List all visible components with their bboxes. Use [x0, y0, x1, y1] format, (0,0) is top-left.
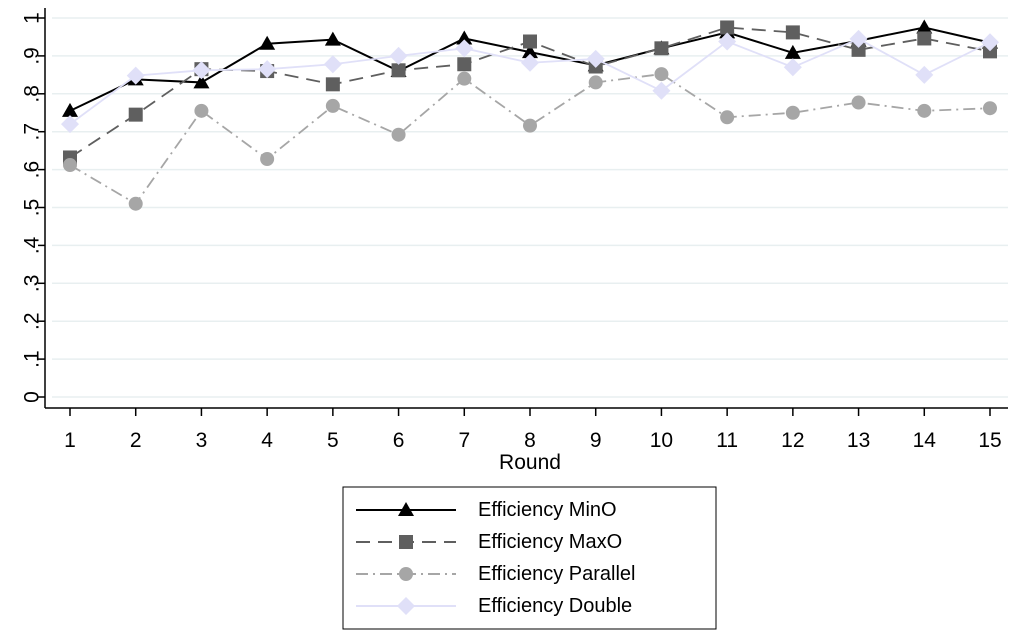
- y-tick-label: .4: [21, 236, 44, 254]
- marker-circle: [325, 98, 340, 113]
- marker-square: [851, 42, 866, 57]
- marker-triangle: [324, 31, 341, 46]
- y-tick-label: .6: [21, 161, 44, 179]
- legend: Efficiency MinO Efficiency MaxO Efficiency…: [342, 486, 717, 630]
- marker-circle: [983, 101, 997, 116]
- x-tick-label: 5: [327, 429, 339, 452]
- y-tick-label: .7: [21, 123, 44, 141]
- marker-diamond: [323, 55, 342, 74]
- x-tick-label: 2: [130, 429, 142, 452]
- marker-circle: [391, 127, 406, 142]
- series-lines: [61, 19, 999, 211]
- marker-circle: [785, 105, 800, 120]
- marker-square: [457, 57, 472, 72]
- marker-square: [325, 77, 340, 92]
- legend-label: Efficiency MinO: [478, 499, 617, 521]
- legend-label: Efficiency Double: [478, 595, 632, 617]
- series-efficiency-double: [61, 29, 999, 134]
- marker-triangle: [522, 44, 538, 59]
- x-tick-label: 7: [458, 429, 470, 452]
- marker-circle: [194, 103, 209, 118]
- marker-square: [399, 535, 413, 549]
- marker-circle: [851, 95, 866, 110]
- marker-circle: [63, 158, 77, 173]
- x-tick-label: 6: [393, 429, 405, 452]
- legend-label: Efficiency MaxO: [478, 531, 622, 553]
- marker-diamond: [783, 58, 802, 77]
- marker-triangle: [193, 74, 210, 89]
- marker-triangle: [259, 35, 276, 50]
- marker-square: [983, 44, 997, 59]
- marker-square: [720, 20, 735, 35]
- marker-circle: [588, 75, 603, 90]
- x-tick-label: 14: [913, 429, 937, 452]
- marker-square: [391, 63, 406, 78]
- marker-triangle: [784, 44, 801, 59]
- x-tick-label: 1: [64, 429, 76, 452]
- x-tick-label: 9: [590, 429, 602, 452]
- marker-circle: [654, 67, 669, 82]
- x-axis-title: Round: [499, 451, 561, 474]
- y-tick-label: 0: [21, 391, 44, 403]
- marker-diamond: [61, 115, 79, 134]
- marker-diamond: [586, 49, 605, 68]
- marker-square: [917, 31, 932, 46]
- x-tick-label: 10: [650, 429, 673, 452]
- y-tick-label: .1: [21, 350, 44, 368]
- marker-diamond: [652, 81, 671, 100]
- marker-circle: [457, 71, 472, 86]
- x-tick-label: 15: [978, 429, 1001, 452]
- marker-circle: [523, 118, 537, 133]
- marker-circle: [399, 567, 413, 581]
- x-tick-label: 8: [524, 429, 536, 452]
- x-tick-label: 13: [847, 429, 870, 452]
- marker-diamond: [389, 46, 408, 65]
- marker-circle: [260, 151, 275, 166]
- marker-diamond: [258, 60, 277, 79]
- marker-diamond: [455, 39, 474, 58]
- marker-circle: [917, 103, 932, 118]
- x-tick-label: 4: [261, 429, 273, 452]
- marker-diamond: [397, 597, 415, 615]
- y-tick-label: 1: [21, 12, 44, 24]
- marker-diamond: [521, 53, 539, 72]
- y-tick-label: .5: [21, 199, 44, 217]
- y-tick-label: .9: [21, 47, 44, 65]
- x-tick-label: 11: [716, 429, 738, 452]
- marker-diamond: [192, 61, 211, 80]
- marker-diamond: [915, 65, 934, 84]
- marker-circle: [128, 196, 143, 211]
- marker-diamond: [126, 66, 145, 85]
- marker-square: [128, 107, 143, 122]
- gridlines: [52, 17, 1008, 398]
- marker-square: [654, 41, 669, 56]
- marker-circle: [720, 110, 735, 125]
- marker-diamond: [981, 33, 999, 52]
- marker-square: [523, 34, 537, 49]
- x-tick-label: 12: [781, 429, 804, 452]
- legend-label: Efficiency Parallel: [478, 563, 635, 585]
- y-tick-label: .8: [21, 85, 44, 103]
- marker-triangle: [62, 102, 78, 117]
- marker-triangle: [398, 502, 414, 516]
- marker-diamond: [718, 32, 737, 51]
- marker-triangle: [456, 30, 473, 45]
- axes: 0.1.2.3.4.5.6.7.8.911 2 3 4 5 6 7 8 9 10 11 12 13 14 1…: [21, 8, 1008, 452]
- series-efficiency-parallel: [63, 67, 997, 211]
- x-tick-label: 3: [196, 429, 208, 452]
- y-tick-label: .3: [21, 275, 44, 293]
- marker-diamond: [849, 29, 868, 48]
- marker-square: [785, 25, 800, 40]
- y-tick-label: .2: [21, 312, 44, 330]
- marker-triangle: [916, 19, 933, 34]
